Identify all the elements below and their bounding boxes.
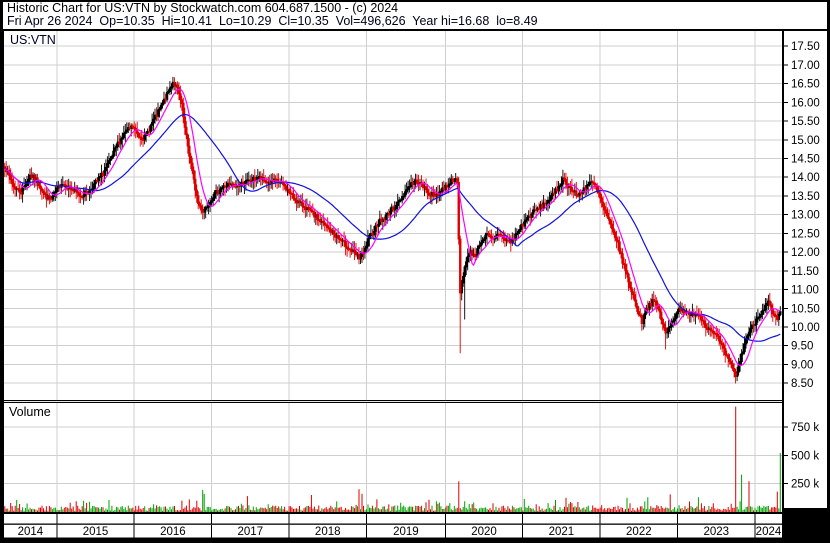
- moving-averages: [4, 88, 781, 367]
- price-axis: 17.50 17.00 16.50 16.00 15.50 15.00 14.50 14.00…: [782, 41, 820, 390]
- svg-text:9.50: 9.50: [791, 341, 813, 353]
- svg-text:250 k: 250 k: [791, 479, 819, 491]
- svg-text:750 k: 750 k: [791, 422, 819, 434]
- chart-title: Historic Chart for US:VTN by Stockwatch.…: [7, 1, 399, 15]
- svg-text:500 k: 500 k: [791, 450, 819, 462]
- gridlines: [4, 31, 782, 512]
- svg-text:2021: 2021: [549, 526, 575, 538]
- svg-text:2016: 2016: [160, 526, 186, 538]
- svg-text:2015: 2015: [83, 526, 109, 538]
- candlestick-layer: [4, 76, 782, 384]
- svg-text:8.50: 8.50: [791, 378, 813, 390]
- quote-info-line: Fri Apr 26 2024 Op=10.35 Hi=10.41 Lo=10.…: [7, 14, 538, 28]
- svg-text:13.00: 13.00: [791, 210, 820, 222]
- svg-text:11.00: 11.00: [791, 285, 819, 297]
- svg-text:2024: 2024: [756, 526, 782, 538]
- svg-text:2023: 2023: [703, 526, 729, 538]
- svg-text:16.00: 16.00: [791, 97, 820, 109]
- symbol-label: US:VTN: [10, 33, 56, 47]
- svg-text:15.00: 15.00: [791, 135, 820, 147]
- svg-text:2018: 2018: [315, 526, 341, 538]
- svg-text:2022: 2022: [626, 526, 652, 538]
- svg-text:13.50: 13.50: [791, 191, 820, 203]
- svg-text:2017: 2017: [238, 526, 264, 538]
- svg-text:14.00: 14.00: [791, 172, 820, 184]
- svg-text:2014: 2014: [18, 526, 44, 538]
- ma-long-line: [4, 113, 781, 342]
- svg-text:15.50: 15.50: [791, 116, 820, 128]
- svg-text:12.00: 12.00: [791, 247, 820, 259]
- volume-panel-label: Volume: [9, 405, 51, 419]
- svg-text:14.50: 14.50: [791, 154, 820, 166]
- svg-text:17.50: 17.50: [791, 41, 820, 53]
- svg-text:10.50: 10.50: [791, 303, 820, 315]
- year-axis: 2014 2015 2016 2017 2018 2019 2020 2021 2022 2023…: [18, 514, 782, 538]
- ma-short-line: [4, 88, 781, 367]
- svg-text:16.50: 16.50: [791, 79, 820, 91]
- svg-text:17.00: 17.00: [791, 60, 820, 72]
- svg-text:2019: 2019: [393, 526, 419, 538]
- svg-text:2020: 2020: [471, 526, 497, 538]
- svg-text:11.50: 11.50: [791, 266, 819, 278]
- volume-axis: 750 k 500 k 250 k: [782, 422, 819, 491]
- svg-text:9.00: 9.00: [791, 359, 813, 371]
- svg-text:12.50: 12.50: [791, 228, 820, 240]
- svg-text:10.00: 10.00: [791, 322, 820, 334]
